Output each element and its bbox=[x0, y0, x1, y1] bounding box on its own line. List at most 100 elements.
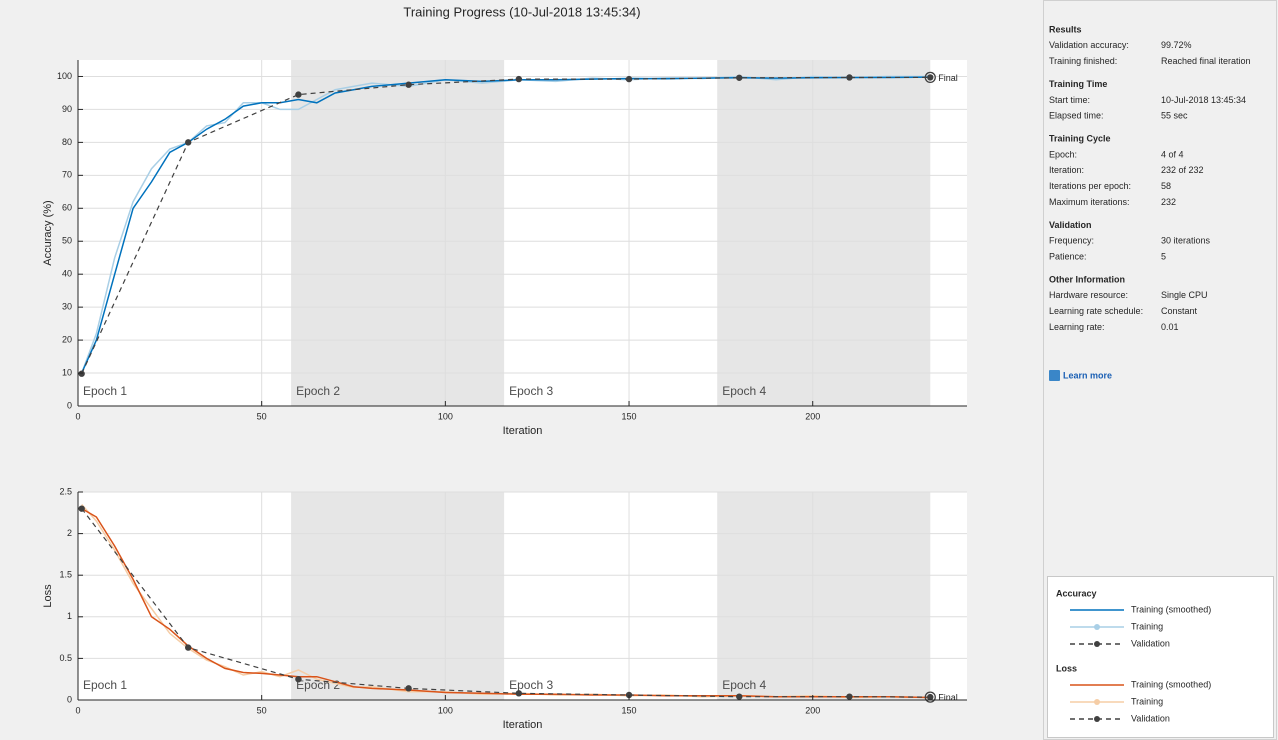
validation-marker bbox=[846, 74, 853, 81]
section-title: Training Time bbox=[1049, 79, 1107, 89]
x-tick-label: 0 bbox=[75, 411, 80, 421]
x-tick-label: 50 bbox=[257, 411, 267, 421]
y-tick-label: 20 bbox=[62, 334, 72, 344]
info-label: Start time: bbox=[1049, 95, 1090, 105]
series-line bbox=[81, 507, 931, 699]
info-label: Hardware resource: bbox=[1049, 290, 1128, 300]
y-tick-label: 40 bbox=[62, 269, 72, 279]
legend-entry: Training (smoothed) bbox=[1131, 679, 1211, 689]
info-value: Reached final iteration bbox=[1161, 56, 1251, 66]
x-axis-label: Iteration bbox=[503, 425, 543, 437]
legend-panel bbox=[1047, 576, 1274, 738]
epoch-band bbox=[291, 60, 505, 406]
epoch-label: Epoch 2 bbox=[296, 384, 340, 398]
final-label: Final bbox=[938, 73, 958, 83]
validation-marker bbox=[78, 505, 85, 512]
info-value: 0.01 bbox=[1161, 322, 1179, 332]
legend-entry: Training bbox=[1131, 696, 1163, 706]
x-tick-label: 200 bbox=[805, 705, 820, 715]
legend-group-title: Loss bbox=[1056, 663, 1077, 673]
legend-marker bbox=[1094, 716, 1100, 722]
legend-marker bbox=[1094, 624, 1100, 630]
info-label: Validation accuracy: bbox=[1049, 40, 1129, 50]
y-tick-label: 70 bbox=[62, 170, 72, 180]
validation-marker bbox=[846, 693, 853, 700]
validation-marker bbox=[515, 690, 523, 697]
y-tick-label: 90 bbox=[62, 104, 72, 114]
y-axis-label: Accuracy (%) bbox=[42, 200, 54, 265]
x-tick-label: 150 bbox=[622, 411, 637, 421]
epoch-band bbox=[717, 60, 931, 406]
validation-marker bbox=[185, 644, 192, 651]
legend-entry: Training bbox=[1131, 621, 1163, 631]
final-marker bbox=[924, 691, 936, 703]
validation-marker bbox=[405, 685, 412, 692]
window-title: Training Progress (10-Jul-2018 13:45:34) bbox=[403, 4, 640, 19]
x-tick-label: 100 bbox=[438, 411, 453, 421]
validation-marker bbox=[405, 81, 412, 88]
info-value: 30 iterations bbox=[1161, 236, 1211, 246]
learn-more-link[interactable]: Learn more bbox=[1063, 370, 1112, 380]
info-value: 99.72% bbox=[1161, 40, 1192, 50]
x-axis-label: Iteration bbox=[503, 719, 543, 731]
section-title: Results bbox=[1049, 24, 1082, 34]
epoch-label: Epoch 1 bbox=[83, 678, 127, 692]
x-tick-label: 0 bbox=[75, 705, 80, 715]
info-value: 5 bbox=[1161, 251, 1166, 261]
y-tick-label: 10 bbox=[62, 367, 72, 377]
y-axis-label: Loss bbox=[42, 584, 54, 608]
validation-marker bbox=[625, 75, 633, 83]
info-label: Iterations per epoch: bbox=[1049, 181, 1131, 191]
info-label: Learning rate: bbox=[1049, 322, 1105, 332]
validation-marker bbox=[78, 370, 85, 377]
info-value: 55 sec bbox=[1161, 111, 1188, 121]
x-tick-label: 100 bbox=[438, 705, 453, 715]
y-tick-label: 0 bbox=[67, 400, 72, 410]
info-value: 232 bbox=[1161, 197, 1176, 207]
y-tick-label: 30 bbox=[62, 302, 72, 312]
info-label: Maximum iterations: bbox=[1049, 197, 1130, 207]
epoch-label: Epoch 1 bbox=[83, 384, 127, 398]
epoch-label: Epoch 3 bbox=[509, 384, 553, 398]
y-tick-label: 0.5 bbox=[59, 653, 72, 663]
info-value: 58 bbox=[1161, 181, 1171, 191]
info-value: 10-Jul-2018 13:45:34 bbox=[1161, 95, 1246, 105]
info-label: Learning rate schedule: bbox=[1049, 306, 1143, 316]
final-label: Final bbox=[938, 692, 958, 702]
validation-marker bbox=[295, 676, 302, 683]
x-tick-label: 150 bbox=[622, 705, 637, 715]
y-tick-label: 100 bbox=[57, 71, 72, 81]
y-tick-label: 2.5 bbox=[59, 486, 72, 496]
legend-group-title: Accuracy bbox=[1056, 588, 1097, 598]
validation-marker bbox=[185, 139, 192, 146]
epoch-label: Epoch 3 bbox=[509, 678, 553, 692]
final-marker bbox=[924, 71, 936, 84]
epoch-label: Epoch 4 bbox=[722, 384, 766, 398]
info-label: Patience: bbox=[1049, 251, 1087, 261]
series-line bbox=[80, 75, 931, 374]
legend-marker bbox=[1094, 641, 1100, 647]
section-title: Training Cycle bbox=[1049, 134, 1111, 144]
x-tick-label: 50 bbox=[257, 705, 267, 715]
legend-entry: Validation bbox=[1131, 638, 1170, 648]
info-value: Single CPU bbox=[1161, 290, 1208, 300]
epoch-label: Epoch 4 bbox=[722, 678, 766, 692]
validation-marker bbox=[295, 91, 302, 98]
info-label: Training finished: bbox=[1049, 56, 1117, 66]
legend-marker bbox=[1094, 699, 1100, 705]
validation-marker bbox=[736, 74, 743, 81]
y-tick-label: 50 bbox=[62, 236, 72, 246]
y-tick-label: 1 bbox=[67, 611, 72, 621]
y-tick-label: 0 bbox=[67, 694, 72, 704]
validation-marker bbox=[515, 75, 523, 83]
legend-entry: Training (smoothed) bbox=[1131, 604, 1211, 614]
info-label: Elapsed time: bbox=[1049, 111, 1104, 121]
info-value: 232 of 232 bbox=[1161, 165, 1204, 175]
validation-marker bbox=[736, 693, 743, 700]
info-label: Iteration: bbox=[1049, 165, 1084, 175]
legend-entry: Validation bbox=[1131, 713, 1170, 723]
x-tick-label: 200 bbox=[805, 411, 820, 421]
y-tick-label: 2 bbox=[67, 528, 72, 538]
info-label: Frequency: bbox=[1049, 236, 1094, 246]
section-title: Other Information bbox=[1049, 274, 1125, 284]
